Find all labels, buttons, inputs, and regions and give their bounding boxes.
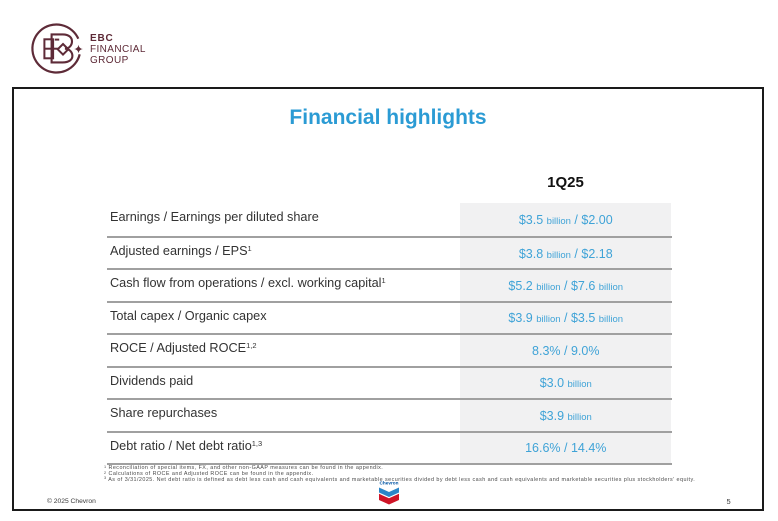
svg-text:Chevron: Chevron (380, 481, 399, 486)
